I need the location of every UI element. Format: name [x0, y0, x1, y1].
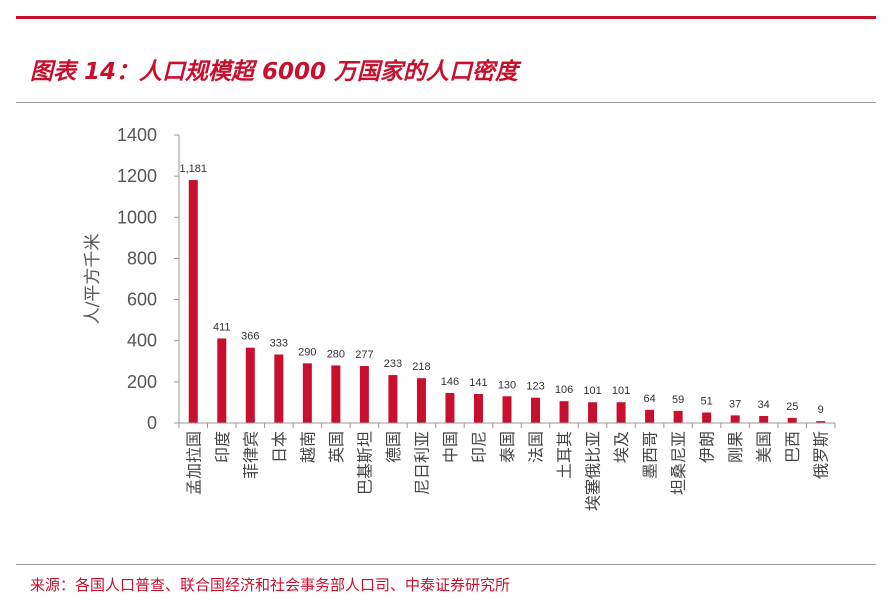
x-tick-label: 伊朗 — [698, 431, 717, 463]
source-note: 来源：各国人口普查、联合国经济和社会事务部人口司、中泰证券研究所 — [30, 576, 511, 594]
x-tick-label: 中国 — [441, 431, 460, 463]
data-label: 51 — [701, 396, 713, 408]
x-tick-label: 墨西哥 — [641, 431, 660, 479]
x-tick-label: 美国 — [755, 431, 774, 463]
bar — [502, 396, 512, 423]
data-label: 59 — [672, 394, 684, 406]
x-tick-label: 孟加拉国 — [184, 431, 203, 495]
data-label: 290 — [298, 346, 316, 358]
x-tick-label: 巴西 — [783, 431, 802, 463]
bar — [816, 421, 826, 423]
x-tick-label: 菲律宾 — [241, 431, 260, 479]
data-label: 34 — [758, 399, 770, 411]
x-tick-label: 尼日利亚 — [412, 431, 431, 495]
x-tick-label: 印尼 — [469, 431, 488, 463]
bar — [730, 415, 740, 423]
bar — [473, 393, 483, 423]
bar — [673, 410, 683, 423]
data-label: 123 — [526, 381, 544, 393]
y-tick-label: 800 — [127, 248, 157, 268]
data-label: 277 — [355, 349, 373, 361]
bar — [787, 417, 797, 423]
bar — [388, 375, 398, 423]
y-tick-label: 400 — [127, 331, 157, 351]
y-axis-label: 人/平方千米 — [83, 234, 103, 325]
bar — [588, 402, 598, 423]
data-label: 218 — [412, 361, 430, 373]
x-tick-label: 泰国 — [498, 431, 517, 463]
top-rule — [16, 16, 876, 19]
data-label: 1,181 — [179, 163, 207, 175]
data-label: 280 — [327, 348, 345, 360]
bar — [416, 378, 426, 423]
bar — [531, 397, 541, 423]
bar — [559, 401, 569, 423]
x-tick-label: 坦桑尼亚 — [669, 431, 688, 495]
data-label: 333 — [270, 337, 288, 349]
y-tick-label: 1200 — [117, 166, 157, 186]
bar — [645, 409, 655, 423]
bar — [245, 347, 255, 423]
data-label: 233 — [384, 358, 402, 370]
footer-divider — [16, 564, 876, 565]
data-label: 37 — [729, 398, 741, 410]
bar — [359, 366, 369, 423]
data-label: 9 — [818, 404, 824, 416]
data-label: 106 — [555, 384, 573, 396]
data-label: 101 — [612, 385, 630, 397]
bar — [445, 392, 455, 423]
x-tick-label: 英国 — [327, 431, 346, 463]
x-tick-label: 埃及 — [612, 431, 631, 463]
x-tick-label: 土耳其 — [555, 431, 574, 479]
x-tick-label: 埃塞俄比亚 — [584, 431, 603, 511]
y-tick-label: 200 — [127, 372, 157, 392]
data-label: 25 — [786, 401, 798, 413]
data-label: 101 — [583, 385, 601, 397]
bar — [331, 365, 341, 423]
title-divider — [16, 102, 876, 103]
data-label: 141 — [469, 377, 487, 389]
bar-chart: 人/平方千米 0 200 400 600 800 1000 1200 1400 1,181 41… — [83, 125, 836, 511]
data-label: 146 — [441, 376, 459, 388]
bar — [702, 412, 712, 423]
y-tick-label: 1400 — [117, 125, 157, 145]
x-tick-label: 巴基斯坦 — [355, 431, 374, 495]
page-title: 图表 14：人口规模超 6000 万国家的人口密度 — [30, 59, 519, 85]
bar — [217, 338, 227, 423]
bar — [274, 354, 284, 423]
data-label: 411 — [213, 321, 231, 333]
data-label: 366 — [241, 331, 259, 343]
data-label: 64 — [643, 393, 655, 405]
bar — [616, 402, 626, 423]
x-tick-label: 刚果 — [726, 431, 745, 463]
y-tick-label: 1000 — [117, 207, 157, 227]
bar — [759, 416, 769, 423]
x-tick-label: 法国 — [527, 431, 546, 463]
bar — [188, 180, 198, 423]
x-tick-label: 印度 — [213, 431, 232, 463]
x-tick-label: 德国 — [384, 431, 403, 463]
x-tick-label: 越南 — [298, 431, 317, 463]
x-tick-label: 日本 — [270, 431, 289, 463]
data-label: 130 — [498, 379, 516, 391]
bar — [302, 363, 312, 423]
x-tick-label: 俄罗斯 — [812, 431, 831, 479]
bars: 1,181 411 366 333 290 280 277 233 218 146 141 130 12… — [179, 163, 826, 423]
x-axis: 孟加拉国 印度 菲律宾 日本 越南 英国 巴基斯坦 德国 尼日利亚 中国 印尼 泰国 法国 土耳其 埃塞俄比… — [178, 422, 836, 511]
y-tick-label: 600 — [127, 290, 157, 310]
y-tick-label: 0 — [147, 413, 157, 433]
y-axis: 0 200 400 600 800 1000 1200 1400 — [117, 125, 180, 433]
